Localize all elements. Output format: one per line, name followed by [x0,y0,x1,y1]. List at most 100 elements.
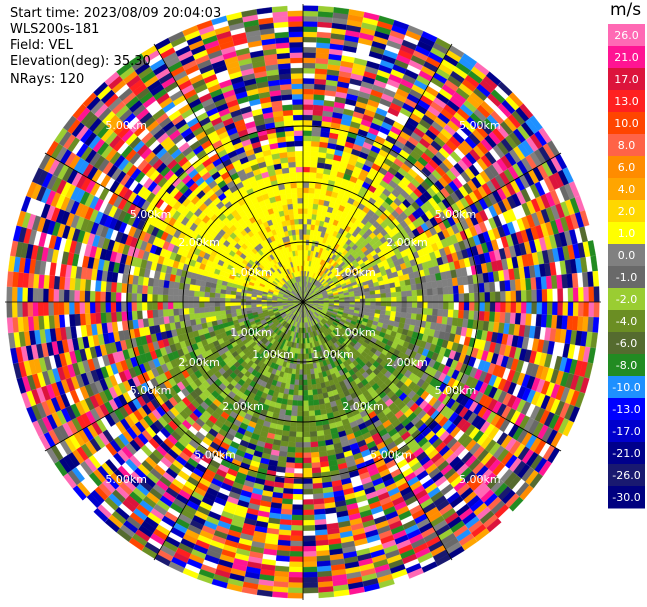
range-gate-bin [410,283,417,291]
range-gate-bin [380,301,387,307]
range-gate-bin [302,374,308,381]
range-gate-bin [285,409,292,416]
range-gate-bin [37,302,44,317]
range-gate-bin [131,302,137,312]
range-gate-bin [313,193,321,200]
range-gate-bin [426,281,433,289]
range-gate-bin [463,310,470,320]
range-gate-bin [411,301,418,309]
range-gate-bin [289,384,295,391]
range-gate-bin [287,587,304,594]
range-gate-bin [224,301,231,307]
range-gate-bin [312,109,324,116]
range-gate-bin [286,399,293,406]
range-gate-bin [307,379,312,386]
range-gate-bin [505,301,512,313]
range-gate-bin [295,447,304,453]
range-gate-bin [520,301,527,314]
range-gate-bin [510,290,517,302]
range-gate-bin [286,457,295,464]
range-gate-bin [291,519,304,526]
range-gate-bin [310,373,316,380]
range-gate-bin [204,311,211,318]
range-gate-bin [285,404,293,411]
range-gate-bin [309,431,318,438]
range-gate-bin [173,315,180,323]
range-gate-bin [592,270,600,287]
range-gate-bin [173,308,180,316]
range-gate-bin [468,310,475,320]
range-gate-bin [437,287,444,295]
range-gate-bin [302,47,317,53]
range-gate-bin [63,302,70,315]
range-gate-bin [427,301,434,309]
range-gate-bin [302,57,316,64]
range-gate-bin [314,414,322,422]
range-gate-bin [131,310,138,321]
range-gate-bin [303,551,317,557]
range-gate-bin [406,290,413,297]
range-gate-bin [406,296,413,303]
range-gate-bin [349,296,356,300]
range-gate-bin [313,94,325,101]
range-gate-bin [302,436,311,443]
range-gate-bin [395,291,402,298]
range-gate-bin [308,400,315,407]
range-gate-bin [448,293,454,302]
range-gate-bin [84,302,91,314]
range-gate-bin [313,404,321,411]
range-gate-bin [500,291,506,302]
range-gate-bin [463,301,470,311]
range-gate-bin [110,302,117,313]
range-gate-bin [302,52,316,59]
range-gate-bin [315,378,321,385]
range-gate-bin [294,379,300,386]
range-gate-bin [189,313,196,321]
range-gate-bin [309,166,318,173]
range-gate-bin [469,292,475,302]
range-gate-bin [314,182,322,190]
range-gate-bin [443,294,449,303]
range-gate-bin [302,130,312,136]
range-gate-bin [339,297,345,301]
range-gate-bin [302,166,311,173]
range-gate-bin [225,309,232,315]
range-gate-bin [312,120,323,127]
range-gate-bin [590,255,598,272]
range-gate-bin [380,293,387,298]
range-gate-bin [256,301,262,305]
range-gate-bin [316,425,324,432]
range-gate-bin [312,488,324,495]
range-gate-bin [198,307,205,314]
range-gate-bin [307,394,314,401]
range-gate-bin [311,384,318,391]
range-gate-bin [385,301,392,307]
range-gate-bin [588,286,595,302]
range-gate-bin [296,426,304,433]
range-gate-bin [302,416,310,422]
range-gate-bin [290,415,298,422]
range-gate-bin [514,313,522,325]
range-gate-bin [89,302,96,314]
range-gate-bin [306,374,312,381]
range-gate-bin [342,108,355,117]
range-gate-bin [183,313,191,321]
range-gate-bin [302,99,314,105]
range-gate-bin [209,297,215,303]
range-gate-bin [302,31,318,38]
range-gate-bin [305,348,309,355]
range-gate-bin [306,234,311,241]
range-gate-bin [183,301,189,309]
range-gate-bin [385,287,392,294]
range-gate-bin [293,389,299,396]
range-gate-bin [302,10,319,17]
range-gate-bin [515,290,522,302]
range-gate-bin [369,290,376,296]
range-gate-bin [291,405,298,412]
range-gate-bin [443,301,449,310]
range-gate-bin [279,519,292,526]
range-gate-bin [312,114,323,122]
range-gate-bin [303,545,317,552]
range-gate-bin [314,513,326,521]
range-gate-bin [385,306,392,312]
